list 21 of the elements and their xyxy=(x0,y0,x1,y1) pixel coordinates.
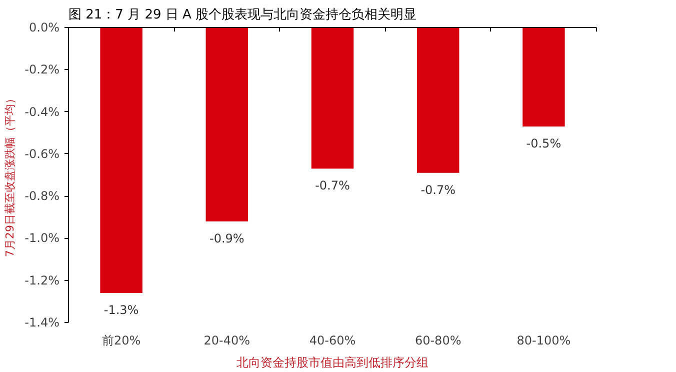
y-tick-label: -0.8% xyxy=(24,189,60,204)
data-label: -0.7% xyxy=(315,178,350,193)
data-label: -0.9% xyxy=(209,231,244,246)
data-label: -0.7% xyxy=(420,182,456,197)
y-tick-label: -0.2% xyxy=(24,62,60,77)
y-tick-label: -1.2% xyxy=(24,273,60,288)
chart-title: 图 21：7 月 29 日 A 股个股表现与北向资金持仓负相关明显 xyxy=(68,8,417,22)
data-label: -0.5% xyxy=(526,136,562,151)
y-tick-label: -0.6% xyxy=(24,146,60,161)
x-tick-label: 前20% xyxy=(102,334,141,348)
y-tick-label: -1.0% xyxy=(24,231,60,246)
y-tick-label: -0.4% xyxy=(24,104,60,119)
data-label: -1.3% xyxy=(104,303,139,317)
x-axis-title: 北向资金持股市值由高到低排序分组 xyxy=(236,356,428,370)
y-tick-label: -1.4% xyxy=(24,316,60,330)
y-tick-label: 0.0% xyxy=(29,20,60,34)
x-tick-label: 40-60% xyxy=(309,334,356,348)
x-tick-label: 60-80% xyxy=(414,334,462,348)
x-tick-label: 20-40% xyxy=(204,334,250,348)
x-tick-label: 80-100% xyxy=(516,334,571,348)
y-axis-title: 7月29日截至收盘涨跌幅（平均） xyxy=(4,93,17,257)
